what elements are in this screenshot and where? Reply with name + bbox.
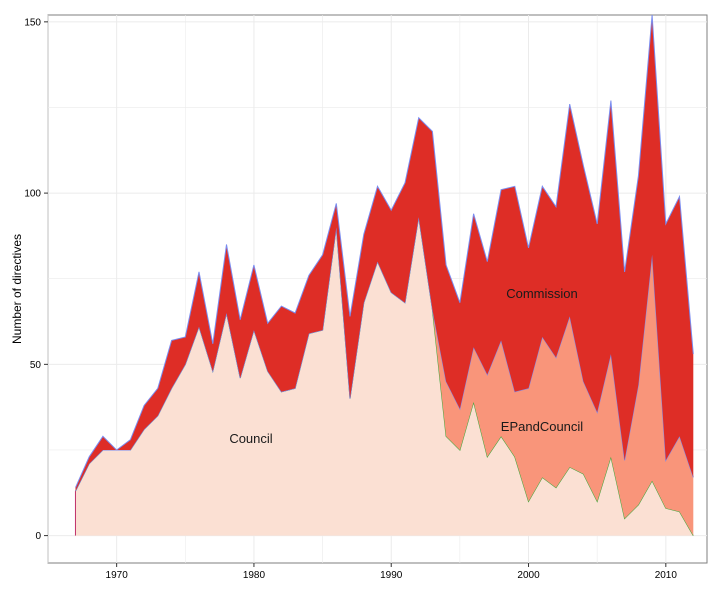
y-axis-ticks: 0 50 100 150 (24, 17, 48, 542)
commission-area-label: Commission (506, 286, 578, 301)
area-epandcouncil (75, 217, 694, 536)
y-tick-label: 150 (24, 17, 41, 28)
y-tick-label: 50 (30, 360, 42, 371)
x-tick-label: 1990 (380, 570, 403, 581)
x-tick-label: 2010 (655, 570, 678, 581)
y-tick-label: 0 (35, 531, 41, 542)
area-edge-commission (75, 14, 694, 488)
x-tick-label: 1970 (106, 570, 129, 581)
y-tick-label: 100 (24, 189, 41, 200)
x-axis-ticks: 1970 1980 1990 2000 2010 (106, 563, 678, 581)
epandcouncil-area-label: EPandCouncil (501, 419, 583, 434)
area-series (74, 14, 694, 536)
council-area-label: Council (229, 431, 272, 446)
area-labels: Council EPandCouncil Commission (229, 286, 583, 446)
area-commission (75, 15, 694, 492)
area-council (75, 217, 694, 536)
x-tick-label: 2000 (517, 570, 540, 581)
y-axis-title: Number of directives (10, 234, 24, 344)
x-tick-label: 1980 (243, 570, 266, 581)
